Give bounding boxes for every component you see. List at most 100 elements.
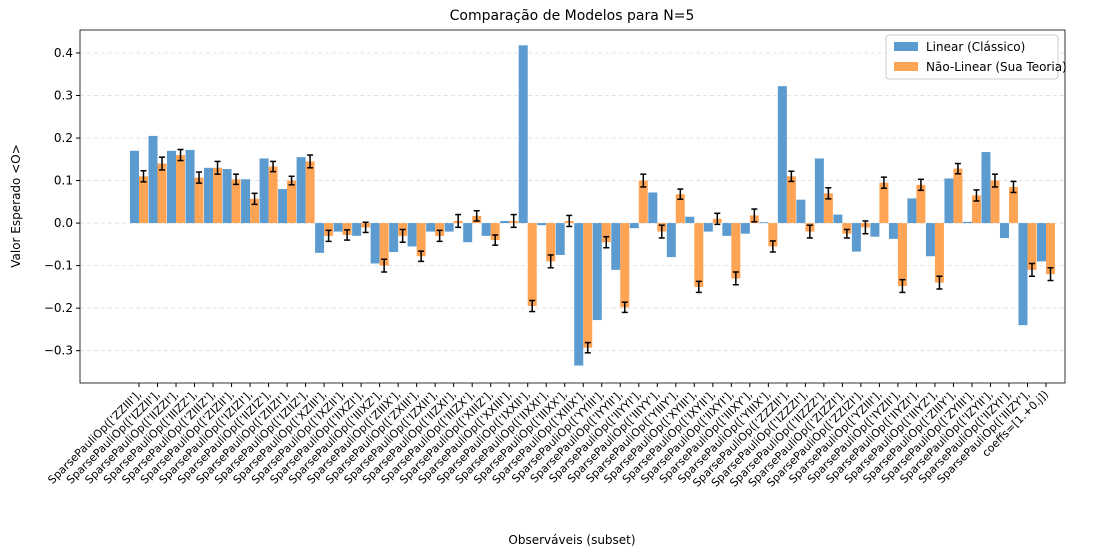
bar — [842, 223, 852, 234]
bar — [352, 223, 362, 236]
bar — [981, 152, 991, 224]
error-bar — [1028, 262, 1035, 277]
bar — [731, 223, 741, 279]
legend-label: Linear (Clássico) — [926, 40, 1025, 54]
bar — [833, 214, 843, 224]
error-bar — [751, 208, 758, 223]
bar — [768, 223, 778, 247]
bar — [962, 221, 972, 224]
bar — [407, 223, 417, 247]
legend-box — [885, 34, 1059, 80]
bar — [786, 176, 796, 224]
error-bar — [214, 160, 221, 175]
error-bar — [307, 154, 314, 169]
legend-swatch — [894, 42, 918, 51]
bar — [990, 180, 1000, 224]
bar — [1008, 186, 1018, 224]
bar — [296, 157, 306, 224]
error-bar — [825, 187, 832, 200]
error-bar — [806, 224, 813, 239]
bar — [916, 184, 926, 224]
bar — [1027, 223, 1037, 270]
y-tick-label: 0.4 — [54, 46, 73, 60]
error-bar — [936, 275, 943, 290]
bar — [879, 182, 889, 224]
bar — [481, 223, 491, 236]
bar — [130, 150, 139, 224]
error-bar — [899, 278, 906, 294]
error-bar — [769, 240, 776, 253]
bar — [546, 223, 556, 262]
bar — [370, 223, 380, 264]
y-tick-label: 0.1 — [54, 174, 73, 188]
legend-swatch — [894, 62, 918, 71]
error-bar — [473, 210, 480, 222]
y-tick-label: 0.3 — [54, 88, 73, 102]
bar — [944, 178, 954, 224]
bar — [278, 189, 288, 224]
error-bar — [566, 214, 573, 228]
bar — [194, 177, 204, 224]
error-bar — [196, 171, 203, 184]
error-bar — [233, 173, 240, 186]
error-bar — [344, 229, 351, 241]
bar — [333, 223, 343, 232]
bar — [259, 158, 269, 224]
bar — [222, 169, 232, 224]
bar — [675, 194, 685, 224]
error-bar — [584, 341, 591, 354]
bar — [241, 179, 251, 224]
bar — [416, 223, 426, 257]
error-bar — [529, 299, 536, 313]
bar — [934, 223, 944, 283]
error-bar — [603, 235, 610, 249]
error-bar — [270, 160, 277, 173]
error-bar — [973, 189, 980, 202]
bar — [897, 223, 907, 287]
error-bar — [991, 173, 998, 188]
error-bar — [658, 224, 665, 239]
bar — [971, 195, 981, 224]
bar — [527, 223, 537, 307]
bar — [759, 222, 769, 224]
error-bar — [381, 258, 388, 273]
y-tick-label: −0.1 — [44, 259, 73, 273]
bar — [870, 223, 880, 237]
bar — [638, 180, 648, 224]
bar — [537, 223, 547, 226]
bar — [148, 135, 158, 224]
bar — [620, 223, 630, 308]
bar — [1037, 223, 1046, 262]
bar — [722, 223, 732, 236]
bar — [463, 223, 473, 243]
bar — [740, 223, 750, 234]
error-bar — [547, 254, 554, 269]
y-tick-label: 0.0 — [54, 216, 73, 230]
bar — [185, 149, 195, 224]
error-bar — [436, 229, 443, 243]
bar — [518, 45, 528, 224]
bar — [139, 176, 148, 224]
bar — [231, 179, 241, 224]
error-bar — [362, 221, 369, 234]
error-bar — [640, 173, 647, 188]
error-bar — [177, 148, 184, 162]
bar — [315, 223, 325, 253]
bar — [666, 223, 676, 258]
bar — [823, 193, 833, 224]
bar — [157, 163, 167, 224]
error-bar — [621, 301, 628, 314]
bar — [342, 223, 352, 235]
bar — [777, 86, 787, 224]
error-bar — [492, 234, 499, 246]
bar — [953, 168, 963, 224]
error-bar — [917, 178, 924, 192]
x-axis-label: Observáveis (subset) — [508, 533, 635, 547]
bar — [250, 198, 260, 224]
error-bar — [140, 170, 147, 183]
bar — [601, 223, 611, 243]
bar — [176, 155, 186, 224]
bar — [268, 166, 278, 224]
error-bar — [399, 228, 406, 243]
